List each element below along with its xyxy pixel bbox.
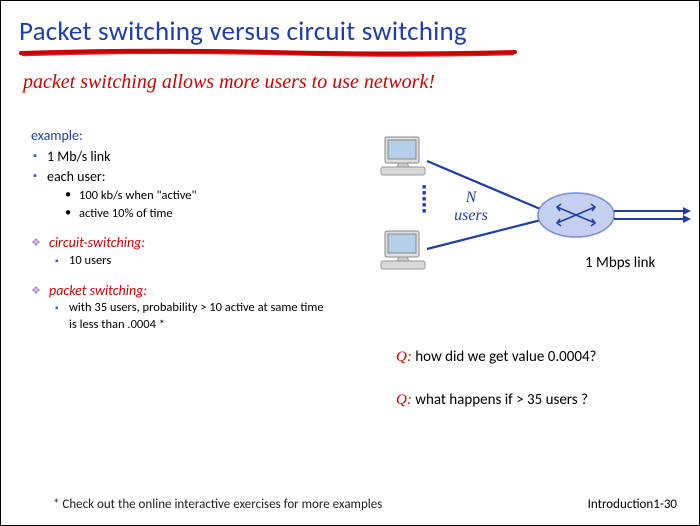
example-heading: example:: [31, 127, 325, 146]
packet-users-prob: with 35 users, probability > 10 active a…: [55, 300, 325, 333]
sub-bullet-active-rate: 100 kb/s when "active": [65, 188, 325, 205]
network-diagram: [361, 131, 691, 301]
circuit-users: 10 users: [55, 253, 325, 269]
packet-switching-heading: packet switching:: [31, 282, 325, 301]
question-2: Q: what happens if > 35 users ?: [396, 391, 588, 409]
bullet-link-speed: 1 Mb/s link: [33, 148, 325, 167]
subtitle: packet switching allows more users to us…: [23, 71, 435, 94]
example-block: example: 1 Mb/s link each user: 100 kb/s…: [31, 127, 325, 333]
bullet-each-user: each user: 100 kb/s when "active" active…: [33, 168, 325, 223]
question-1: Q: how did we get value 0.0004?: [396, 348, 597, 366]
page-number: Introduction1-30: [588, 497, 677, 512]
footnote: * Check out the online interactive exerc…: [53, 497, 382, 512]
link-speed-label: 1 Mbps link: [585, 254, 655, 272]
title-underline: [19, 48, 517, 58]
vertical-dots-icon: ■■■■■: [422, 184, 426, 214]
computer-bottom-icon: [381, 231, 425, 269]
computer-top-icon: [381, 137, 425, 175]
n-users-label: Nusers: [446, 189, 496, 226]
circuit-switching-heading: circuit-switching:: [31, 234, 325, 253]
sub-bullet-active-pct: active 10% of time: [65, 206, 325, 223]
slide-title: Packet switching versus circuit switchin…: [19, 15, 467, 48]
